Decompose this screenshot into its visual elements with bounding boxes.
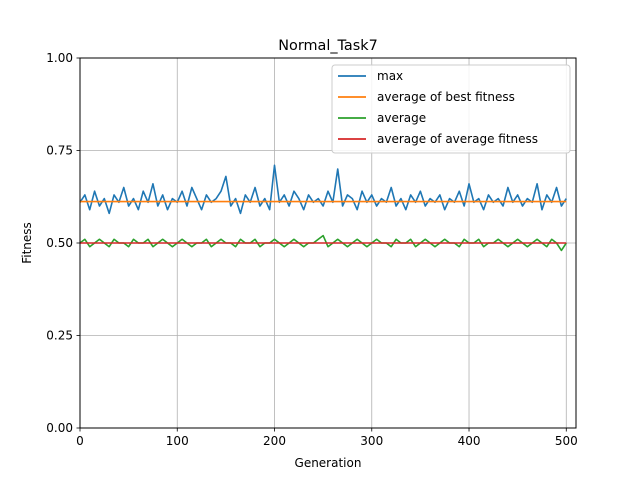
y-tick-label: 0.00 (46, 421, 73, 435)
y-tick-label: 1.00 (46, 51, 73, 65)
y-tick-label: 0.50 (46, 236, 73, 250)
series-layer (79, 164, 567, 252)
y-axis-label: Fitness (20, 222, 34, 264)
chart-title: Normal_Task7 (278, 38, 377, 54)
y-tick-label: 0.75 (46, 144, 73, 158)
legend-entry: average (377, 111, 426, 125)
x-tick-label: 300 (360, 434, 383, 448)
x-tick-label: 200 (263, 434, 286, 448)
x-tick-label: 500 (555, 434, 578, 448)
legend-entry: max (377, 69, 403, 83)
series-line-2 (79, 234, 567, 252)
series-line-0 (79, 164, 567, 215)
y-tick-label: 0.25 (46, 329, 73, 343)
legend: max average of best fitness average average… (331, 64, 571, 154)
legend-entry: average of average fitness (377, 132, 538, 146)
x-tick-label: 100 (166, 434, 189, 448)
legend-box (331, 64, 571, 154)
x-tick-label: 0 (76, 434, 84, 448)
x-tick-label: 400 (458, 434, 481, 448)
axis-ticks: 0 100 200 300 400 500 0.00 0.25 0.50 0.75 1.00 (46, 51, 577, 448)
x-axis-label: Generation (295, 456, 362, 470)
legend-entry: average of best fitness (377, 90, 515, 104)
